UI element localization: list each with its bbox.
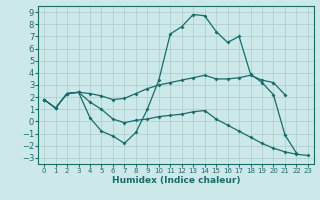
X-axis label: Humidex (Indice chaleur): Humidex (Indice chaleur) [112, 176, 240, 185]
